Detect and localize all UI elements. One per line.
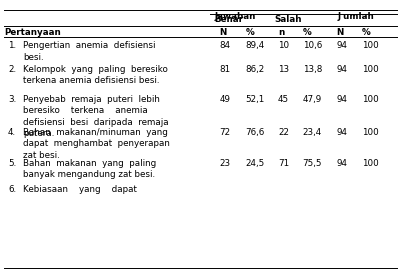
Text: 94: 94: [336, 64, 347, 73]
Text: 10: 10: [278, 41, 289, 50]
Text: 4.: 4.: [8, 128, 16, 137]
Text: 3.: 3.: [8, 95, 16, 104]
Text: Pengertian  anemia  defisiensi
besi.: Pengertian anemia defisiensi besi.: [23, 41, 155, 62]
Text: 10,6: 10,6: [303, 41, 322, 50]
Text: 23: 23: [219, 159, 231, 168]
Text: 94: 94: [336, 128, 347, 137]
Text: 94: 94: [336, 95, 347, 104]
Text: 100: 100: [362, 41, 379, 50]
Text: 100: 100: [362, 159, 379, 168]
Text: %: %: [362, 27, 371, 36]
Text: Bahan  makanan  yang  paling
banyak mengandung zat besi.: Bahan makanan yang paling banyak mengand…: [23, 159, 156, 179]
Text: 6.: 6.: [8, 184, 16, 193]
Text: 45: 45: [278, 95, 289, 104]
Text: Bahan  makanan/minuman  yang
dapat  menghambat  penyerapan
zat besi.: Bahan makanan/minuman yang dapat mengham…: [23, 128, 170, 160]
Text: 13,8: 13,8: [303, 64, 322, 73]
Text: 72: 72: [219, 128, 231, 137]
Text: 52,1: 52,1: [246, 95, 265, 104]
Text: 100: 100: [362, 128, 379, 137]
Text: 1.: 1.: [8, 41, 16, 50]
Text: 94: 94: [336, 159, 347, 168]
Text: 2.: 2.: [8, 64, 16, 73]
Text: %: %: [246, 27, 255, 36]
Text: n: n: [278, 27, 284, 36]
Text: Penyebab  remaja  puteri  lebih
beresiko    terkena    anemia
defisiensi  besi  : Penyebab remaja puteri lebih beresiko te…: [23, 95, 168, 138]
Text: 75,5: 75,5: [303, 159, 322, 168]
Text: 76,6: 76,6: [246, 128, 265, 137]
Text: 49: 49: [219, 95, 230, 104]
Text: Kelompok  yang  paling  beresiko
terkena anemia defisiensi besi.: Kelompok yang paling beresiko terkena an…: [23, 64, 168, 85]
Text: 81: 81: [219, 64, 231, 73]
Text: %: %: [303, 27, 312, 36]
Text: 24,5: 24,5: [246, 159, 265, 168]
Text: Jawaban: Jawaban: [214, 11, 255, 20]
Text: 100: 100: [362, 64, 379, 73]
Text: 71: 71: [278, 159, 289, 168]
Text: 5.: 5.: [8, 159, 16, 168]
Text: 47,9: 47,9: [303, 95, 322, 104]
Text: Salah: Salah: [274, 15, 302, 24]
Text: 13: 13: [278, 64, 289, 73]
Text: 89,4: 89,4: [246, 41, 265, 50]
Text: N: N: [219, 27, 227, 36]
Text: 100: 100: [362, 95, 379, 104]
Text: 84: 84: [219, 41, 231, 50]
Text: Kebiasaan    yang    dapat: Kebiasaan yang dapat: [23, 184, 137, 193]
Text: 23,4: 23,4: [303, 128, 322, 137]
Text: 86,2: 86,2: [246, 64, 265, 73]
Text: Benar: Benar: [214, 15, 243, 24]
Text: 94: 94: [336, 41, 347, 50]
Text: J umlah: J umlah: [337, 11, 374, 20]
Text: N: N: [336, 27, 343, 36]
Text: 22: 22: [278, 128, 289, 137]
Text: Pertanyaan: Pertanyaan: [4, 27, 61, 36]
